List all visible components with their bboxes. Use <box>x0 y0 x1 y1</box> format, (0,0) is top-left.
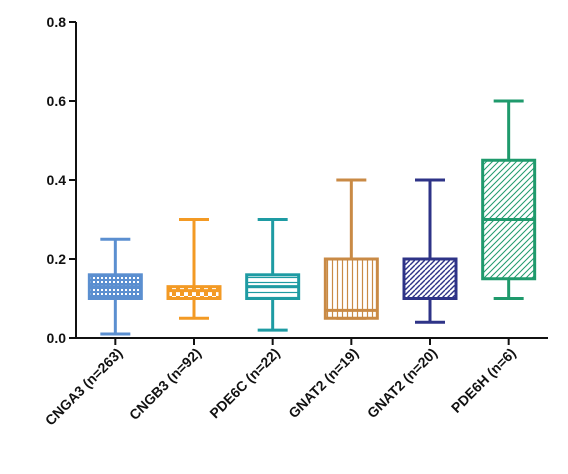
x-tick-label: CNGB3 (n=92) <box>126 345 204 423</box>
y-tick-label: 0.2 <box>47 251 67 267</box>
x-tick-label: GNAT2 (n=20) <box>364 345 440 421</box>
box-5 <box>402 178 458 324</box>
x-tick-label: PDE6C (n=22) <box>206 345 283 422</box>
box-3 <box>245 218 301 332</box>
box-2 <box>166 218 222 320</box>
y-tick-label: 0.6 <box>47 93 67 109</box>
x-tick-label: PDE6H (n=6) <box>448 345 519 416</box>
x-tick-label: GNAT2 (n=19) <box>285 345 361 421</box>
y-axis: 0.0 0.2 0.4 0.6 0.8 <box>47 14 77 346</box>
x-tick-labels: CNGA3 (n=263) CNGB3 (n=92) PDE6C (n=22) GNA… <box>42 345 519 429</box>
box-6 <box>481 99 537 300</box>
iqr-box <box>402 257 458 300</box>
box-1 <box>87 237 143 336</box>
iqr-box <box>166 285 222 300</box>
x-axis <box>76 337 548 345</box>
y-tick-label: 0.0 <box>47 330 67 346</box>
iqr-box <box>323 257 379 320</box>
box-series <box>87 99 537 336</box>
y-tick-label: 0.8 <box>47 14 67 30</box>
x-tick-label: CNGA3 (n=263) <box>42 345 126 429</box>
box-4 <box>323 178 379 320</box>
y-tick-label: 0.4 <box>47 172 67 188</box>
